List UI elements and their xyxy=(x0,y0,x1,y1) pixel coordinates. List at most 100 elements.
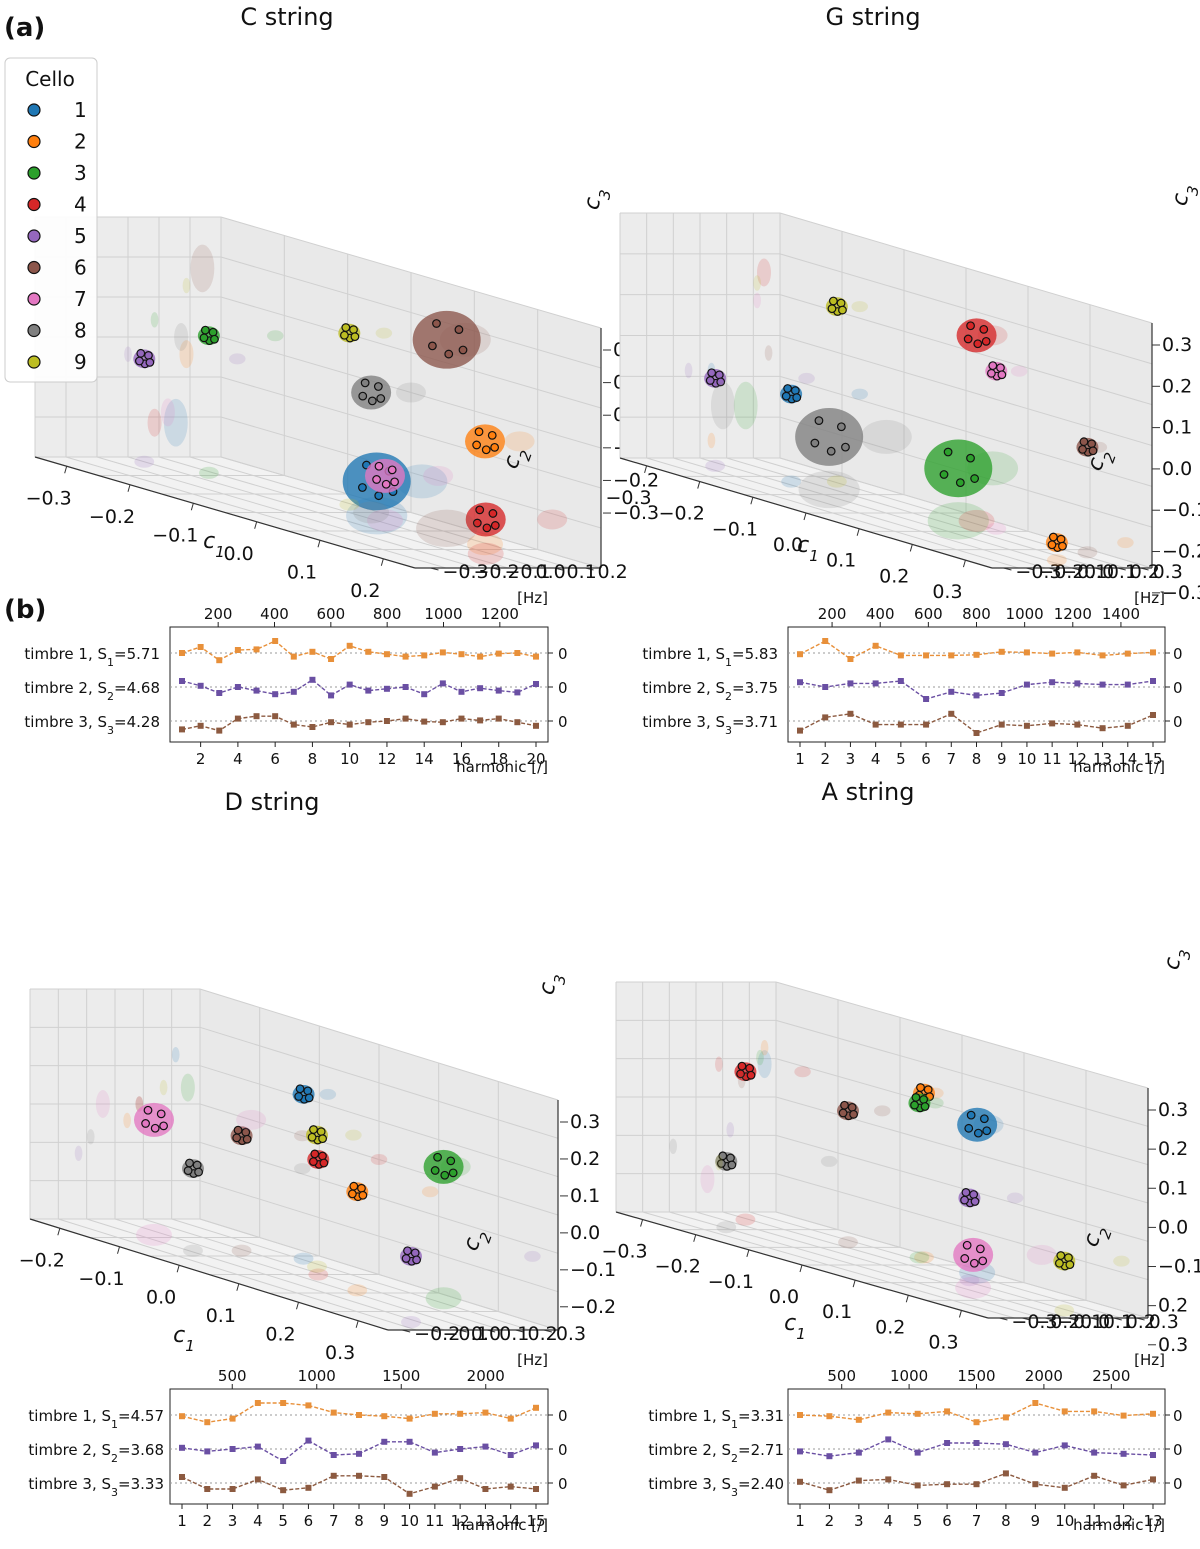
x-tick-label: −0.1 xyxy=(78,1268,124,1290)
right-tick-label: 0 xyxy=(558,1475,568,1493)
cluster-shadow-side xyxy=(684,362,693,379)
sample-point xyxy=(367,396,377,406)
sample-point xyxy=(360,378,370,388)
x-tick-label: 13 xyxy=(1143,1512,1162,1530)
series-marker xyxy=(477,717,484,724)
z-tick-label: −0.1 xyxy=(570,1259,616,1281)
axis-label-text: c xyxy=(1167,191,1194,207)
z-tick-label: 0.2 xyxy=(1158,1295,1188,1317)
x-tick-label: −0.1 xyxy=(152,524,198,546)
x-axis-label: harmonic [/] xyxy=(456,1516,548,1534)
y-tick-mark xyxy=(999,1317,1008,1321)
series-marker xyxy=(847,656,854,662)
y-tick-mark xyxy=(523,567,532,571)
cluster-shadow-back xyxy=(524,1250,541,1262)
row-label: timbre 3, S3=4.28 xyxy=(24,713,160,737)
series-marker xyxy=(923,721,930,728)
cluster-shadow-back xyxy=(874,1105,891,1117)
series-marker xyxy=(457,1410,464,1417)
sample-point xyxy=(242,1134,252,1144)
series-marker xyxy=(179,1444,185,1451)
series-line-timbre-3 xyxy=(799,712,1154,734)
sample-point xyxy=(319,1158,329,1168)
sample-point xyxy=(347,1189,357,1199)
series-marker xyxy=(234,647,241,653)
series-marker xyxy=(998,648,1005,655)
sample-point xyxy=(134,356,144,366)
z-tick-label: 0.3 xyxy=(1162,334,1192,356)
series-marker xyxy=(1150,1452,1156,1458)
sample-point xyxy=(430,1166,440,1175)
y-tick-mark xyxy=(1140,567,1149,571)
series-marker xyxy=(179,650,185,656)
cluster-shadow-side xyxy=(710,381,735,430)
cluster-blob-cello-6 xyxy=(412,310,481,369)
x-tick-label: −0.2 xyxy=(89,506,135,528)
axis-line xyxy=(29,1218,389,1331)
row-label-text: timbre 2, S xyxy=(648,1441,731,1459)
x-tick-mark xyxy=(856,528,860,536)
series-marker xyxy=(998,721,1005,728)
x-tick-label: 18 xyxy=(489,750,508,768)
legend-label-7: 7 xyxy=(74,287,87,311)
x-tick-mark xyxy=(190,503,194,511)
x-tick-label: −0.2 xyxy=(659,503,705,525)
series-marker xyxy=(309,648,316,655)
series-marker xyxy=(872,721,879,728)
series-marker xyxy=(855,1449,862,1456)
sample-point xyxy=(737,1061,747,1071)
series-marker xyxy=(1061,1442,1068,1449)
x-tick-mark xyxy=(693,1234,697,1242)
sample-point xyxy=(159,1121,169,1131)
row-label-score: =2.40 xyxy=(738,1475,784,1493)
x-tick-label: 12 xyxy=(377,750,396,768)
cluster-shadow-side xyxy=(182,277,191,294)
series-marker xyxy=(872,642,879,649)
axis-label-zlabel: c3 xyxy=(579,186,614,213)
x-tick-label: 13 xyxy=(1093,750,1112,768)
legend-marker-3 xyxy=(27,166,41,180)
series-marker xyxy=(280,1458,287,1464)
y-tick-label: 0.0 xyxy=(1080,1311,1110,1333)
cluster-shadow-side xyxy=(707,432,716,449)
cluster-shadow-floor xyxy=(798,470,860,509)
series-marker xyxy=(514,719,521,726)
series-marker xyxy=(365,687,372,694)
scatter3d-c-string: C string−0.3−0.2−0.10.00.10.20.20.10.0−0… xyxy=(26,3,660,602)
cluster-shadow-floor xyxy=(826,475,847,488)
sample-point xyxy=(390,477,400,487)
series-marker xyxy=(1150,649,1156,656)
sample-point xyxy=(357,1183,366,1193)
series-marker xyxy=(855,1477,862,1484)
gridline xyxy=(220,456,602,569)
series-marker xyxy=(948,652,955,659)
sample-point xyxy=(745,1063,755,1073)
series-marker xyxy=(216,657,223,664)
x-tick-label: 10 xyxy=(1055,1512,1074,1530)
right-tick-label: 0 xyxy=(558,1441,568,1459)
series-marker xyxy=(406,1438,413,1445)
series-marker xyxy=(822,638,829,644)
sample-point xyxy=(1088,446,1098,456)
series-marker xyxy=(330,1452,337,1458)
x-tick-label: 10 xyxy=(1017,750,1036,768)
y-tick-label: −0.2 xyxy=(1038,561,1084,583)
cluster-shadow-side xyxy=(74,1145,83,1161)
sample-point xyxy=(707,368,717,378)
cluster-shadow-floor xyxy=(353,501,390,524)
row-label-subscript: 2 xyxy=(731,1452,738,1465)
x-axis-label: harmonic [/] xyxy=(456,758,548,776)
axis-label-text: c xyxy=(173,1323,185,1348)
axis-label-zlabel: c3 xyxy=(1159,946,1194,973)
x-tick-mark xyxy=(117,1246,120,1254)
sample-point xyxy=(309,1125,318,1134)
x-tick-label: 2 xyxy=(825,1512,835,1530)
series-marker xyxy=(234,684,241,690)
cluster-shadow-floor xyxy=(705,459,726,472)
series-marker xyxy=(872,680,879,687)
series-marker xyxy=(1002,1470,1009,1477)
cluster-shadow-side xyxy=(171,1047,180,1063)
axis-label-zlabel: c3 xyxy=(534,971,569,998)
sample-point xyxy=(381,479,391,489)
cluster-shadow-floor xyxy=(927,502,989,540)
